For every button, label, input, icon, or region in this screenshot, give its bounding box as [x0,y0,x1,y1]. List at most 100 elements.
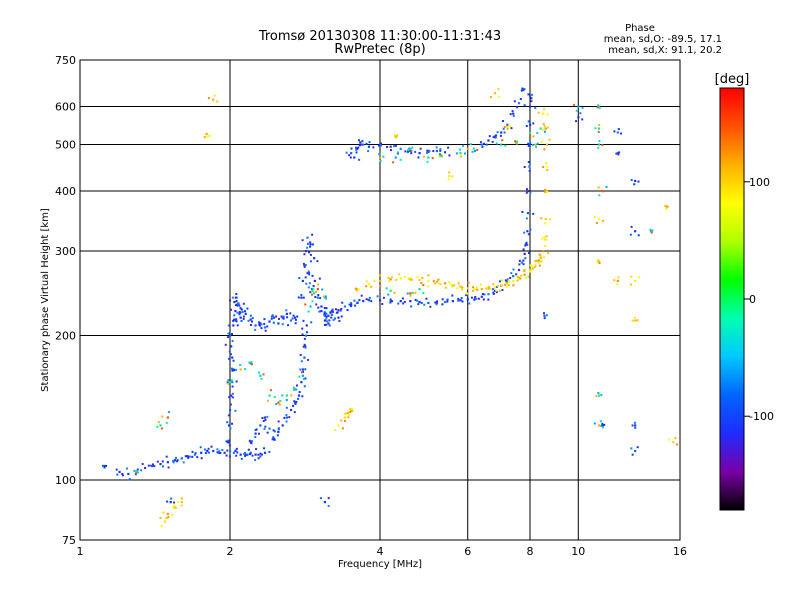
data-point [231,381,234,384]
data-point [239,363,242,366]
data-point [546,113,549,116]
data-point [506,125,509,128]
data-point [636,446,639,449]
data-point [672,441,675,444]
data-point [423,303,426,306]
data-point [171,514,174,517]
data-point [268,320,271,323]
data-point [451,300,455,303]
data-point [346,411,350,415]
data-point [337,309,340,312]
chart-subtitle: RwPretec (8p) [334,42,425,57]
data-point [127,472,130,476]
data-point [597,127,601,130]
data-point [121,474,124,477]
data-point [636,319,639,322]
data-point [506,128,509,131]
data-point [427,279,430,283]
data-point [362,300,365,303]
data-point [616,283,619,286]
data-point [495,291,498,294]
data-point [350,147,353,150]
data-point [312,287,315,290]
data-point [504,279,507,282]
data-point [600,424,603,427]
data-point [166,512,169,516]
data-point [524,244,527,247]
data-point [204,452,207,455]
y-tick-label: 750 [55,54,76,67]
data-point [289,408,293,412]
data-point [315,290,318,293]
data-point [312,284,315,287]
data-point [540,260,543,263]
data-point [453,284,456,287]
data-point [226,381,229,384]
data-point [306,331,309,334]
data-point [492,136,495,139]
data-point [533,265,536,268]
data-point [488,285,491,288]
data-point [182,461,185,464]
data-point [275,403,278,406]
data-point [303,253,306,256]
data-point [229,308,232,311]
data-point [258,321,261,324]
x-tick-label: 1 [77,545,84,558]
data-point [302,377,305,380]
data-point [203,136,206,139]
data-point [545,165,548,168]
data-point [509,276,512,279]
data-point [234,319,237,322]
data-point [519,277,522,280]
data-point [516,106,519,109]
data-point [525,125,528,128]
data-point [485,143,488,146]
data-point [504,283,507,286]
data-point [528,131,531,134]
data-point [330,309,333,313]
data-point [543,148,546,151]
data-point [325,320,328,323]
data-point [308,273,311,276]
data-point [273,438,276,441]
colorbar-tick-label: 0 [749,293,756,306]
data-point [207,97,210,100]
data-point [457,282,460,285]
data-point [524,257,527,260]
data-point [439,149,442,152]
data-point [498,280,501,283]
data-point [166,416,169,419]
data-point [472,147,475,150]
data-point [226,441,230,444]
data-point [229,334,232,337]
data-point [332,318,335,321]
data-point [483,293,486,296]
data-point [310,288,314,291]
data-point [309,243,312,246]
data-point [532,212,535,215]
data-point [135,470,138,474]
data-point [339,309,342,312]
data-point [227,324,230,327]
data-point [231,392,234,395]
data-point [199,446,202,449]
data-point [254,328,257,331]
data-point [285,399,288,402]
data-point [403,300,406,303]
data-point [651,229,654,232]
data-point [355,289,358,292]
data-point [480,295,483,298]
data-point [417,156,420,159]
data-point [323,312,327,315]
data-point [597,146,600,149]
data-point [418,300,421,304]
data-point [266,325,269,328]
data-point [634,449,637,453]
data-point [650,231,653,234]
data-point [529,191,532,194]
data-point [476,288,479,291]
data-point [301,395,304,398]
data-point [529,270,532,273]
data-point [235,320,238,323]
